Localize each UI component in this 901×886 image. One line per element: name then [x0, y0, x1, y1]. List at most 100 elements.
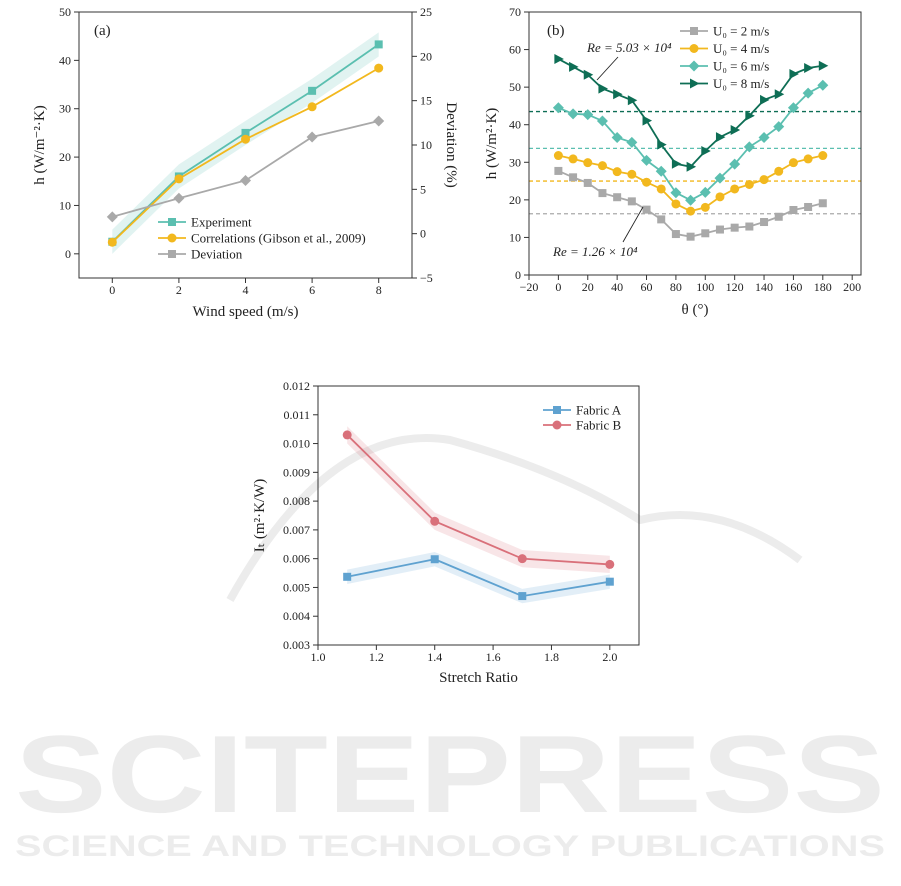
data-point — [582, 109, 594, 121]
data-point — [373, 115, 385, 127]
annotation-text: Re = 1.26 × 10⁴ — [552, 244, 638, 259]
x-tick-label: 160 — [784, 280, 802, 294]
data-point — [700, 202, 710, 212]
x-axis-label: Wind speed (m/s) — [192, 304, 298, 320]
data-point — [729, 158, 741, 170]
data-point — [554, 166, 563, 175]
y-tick-label: 60 — [509, 43, 521, 57]
data-point — [374, 63, 384, 73]
data-point — [627, 169, 637, 179]
data-point — [567, 108, 579, 120]
data-point — [788, 158, 798, 168]
y-tick-label: 40 — [59, 53, 71, 67]
data-point — [308, 86, 317, 95]
legend-label: U₀ = 6 m/s — [713, 59, 769, 74]
legend-marker — [690, 27, 698, 35]
data-point — [430, 555, 439, 564]
data-point — [598, 189, 607, 198]
annotation-leader — [596, 56, 619, 81]
x-tick-label: 2.0 — [602, 650, 617, 664]
data-point — [583, 69, 594, 80]
watermark-subtitle: SCIENCE AND TECHNOLOGY PUBLICATIONS — [15, 830, 885, 863]
data-point — [730, 124, 741, 135]
legend-marker — [552, 420, 562, 430]
data-point — [655, 165, 667, 177]
y-axis-label: Iₜ (m²·K/W) — [252, 479, 268, 552]
data-point — [774, 89, 785, 100]
chart-1: −20 0 20 40 60 80 100 120 140 160 180 2000102030405… — [484, 5, 862, 318]
x-tick-label: 80 — [670, 280, 682, 294]
data-point — [818, 60, 829, 71]
data-point — [759, 175, 769, 185]
data-point — [715, 225, 724, 234]
data-point — [804, 62, 814, 73]
data-point — [598, 83, 608, 94]
data-point — [671, 199, 681, 209]
y-tick-label: 0.010 — [283, 437, 310, 451]
watermark-swoosh — [226, 434, 803, 602]
data-point — [787, 102, 799, 114]
x-tick-label: 200 — [843, 280, 861, 294]
data-point — [106, 211, 118, 223]
data-point — [686, 232, 695, 241]
plot-frame — [317, 385, 640, 646]
x-tick-label: 2 — [176, 283, 182, 297]
legend-marker — [688, 60, 700, 72]
x-tick-label: 8 — [376, 283, 382, 297]
series-line — [346, 434, 610, 566]
data-point — [730, 184, 740, 194]
data-point — [241, 134, 250, 144]
legend-label: Fabric A — [576, 403, 622, 418]
annotation-leader — [622, 206, 644, 243]
x-axis-label: Stretch Ratio — [439, 670, 518, 686]
data-point — [613, 89, 623, 100]
data-point — [596, 115, 608, 127]
y-tick-label: 0.007 — [283, 523, 310, 537]
y-tick-label: 0.011 — [283, 408, 310, 422]
data-point — [597, 161, 607, 171]
data-point — [240, 174, 251, 186]
data-point — [241, 128, 250, 137]
data-point — [568, 154, 578, 164]
legend-label: Experiment — [191, 215, 252, 230]
data-point — [699, 186, 711, 198]
panel-label: (b) — [547, 23, 565, 39]
data-point — [569, 61, 579, 72]
legend-marker — [689, 44, 699, 53]
data-point — [605, 559, 615, 569]
legend-label: Fabric B — [576, 418, 621, 433]
y-tick-label: 0.009 — [283, 465, 310, 479]
data-point — [670, 187, 682, 199]
legend-label: Deviation — [191, 247, 243, 262]
x-tick-label: 40 — [611, 280, 623, 294]
data-point — [686, 206, 696, 216]
data-point — [627, 95, 638, 106]
data-point — [553, 151, 563, 161]
y-tick-label: 0.006 — [283, 552, 310, 566]
data-point — [804, 202, 813, 211]
data-point — [657, 139, 667, 150]
data-point — [818, 151, 828, 161]
y-tick-label: 50 — [59, 5, 71, 19]
data-point — [642, 115, 653, 126]
data-point — [626, 136, 638, 148]
y-tick-label: 30 — [509, 155, 521, 169]
x-tick-label: 1.6 — [486, 650, 501, 664]
y-tick-label: 0 — [515, 268, 521, 282]
data-point — [306, 131, 318, 143]
series-line — [557, 58, 823, 168]
legend-marker — [167, 233, 177, 243]
y-tick-label: 40 — [509, 118, 521, 132]
y-tick-label: 0.003 — [283, 638, 310, 652]
data-point — [758, 131, 770, 143]
chart-0: 0 2 4 6 8 0 10 20 30 40 50 −5 0 5 10 15 20 25 Wind speed (… — [32, 5, 459, 320]
data-point — [789, 206, 798, 215]
x-tick-label: 0 — [109, 283, 115, 297]
data-point — [430, 516, 440, 526]
y2-tick-label: 15 — [420, 94, 432, 108]
data-point — [744, 179, 754, 189]
x-tick-label: 180 — [814, 280, 832, 294]
